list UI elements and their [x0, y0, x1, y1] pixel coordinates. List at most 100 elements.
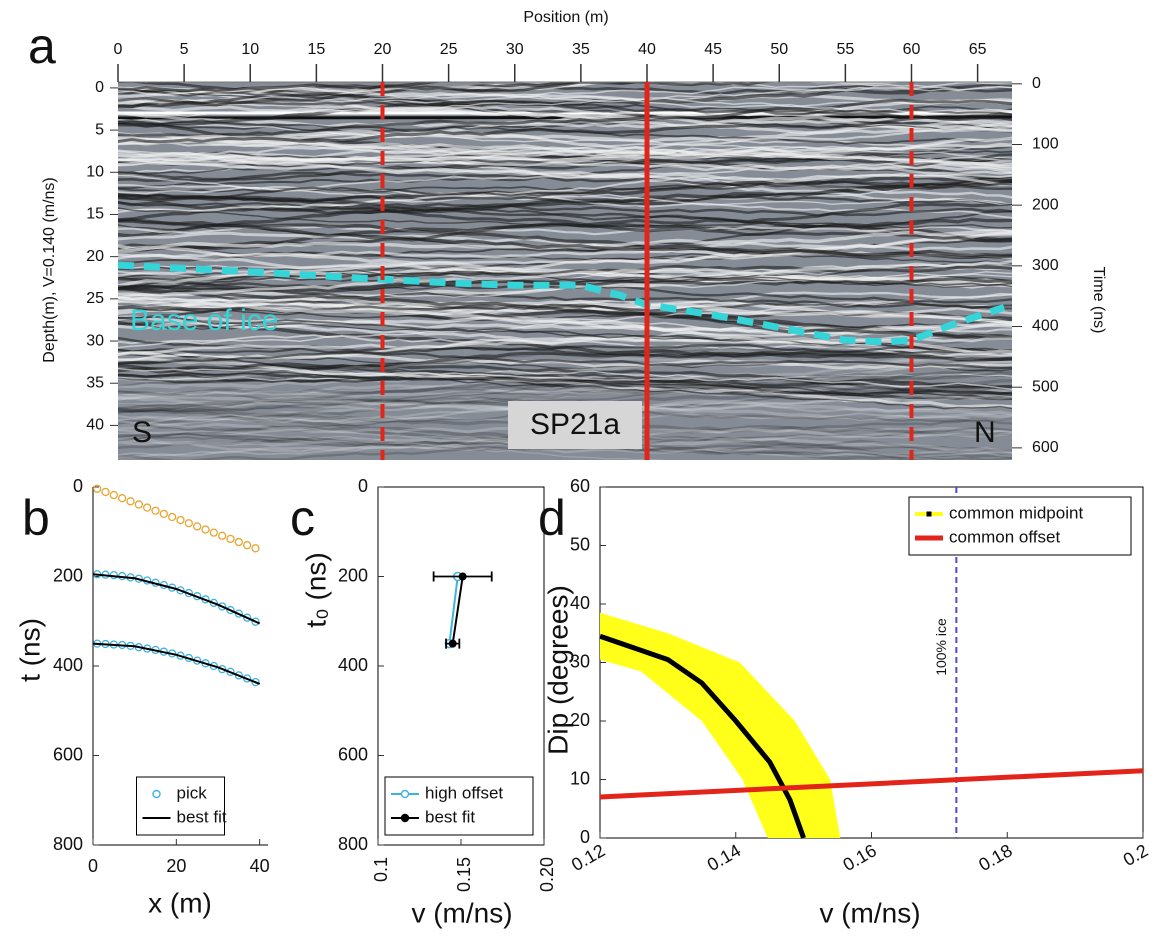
reflector: [118, 96, 1012, 122]
pick-marker: [109, 490, 118, 500]
y2-axis-label: Time (ns): [1090, 267, 1107, 334]
x-tick-label: 65: [969, 41, 987, 58]
y-tick-label: 0: [358, 476, 368, 496]
pick-marker: [193, 522, 202, 531]
pick-marker: [226, 605, 235, 615]
pick-marker: [209, 598, 218, 608]
y-tick-label: 800: [53, 834, 83, 854]
panel-letter: a: [28, 18, 56, 74]
reflector: [118, 145, 1012, 167]
reflector: [118, 180, 1012, 199]
pick-marker: [234, 537, 243, 547]
reflector: [118, 431, 667, 460]
series-line: [599, 633, 806, 839]
x-tick-label: 0: [114, 41, 123, 58]
reflector: [118, 337, 1012, 387]
reflector: [118, 90, 1012, 105]
y-tick-label: 600: [338, 744, 368, 764]
reflector: [118, 207, 1012, 229]
legend-label: high offset: [425, 783, 503, 802]
y-tick-label: 200: [338, 565, 368, 585]
x-tick-label: 20: [166, 856, 186, 876]
annotation-box: [508, 401, 642, 449]
y-axis-label: Depth(m), V=0.140 (m/ns): [41, 177, 58, 362]
y2-tick-label: 600: [1032, 439, 1059, 456]
reflector: [118, 82, 774, 93]
y-tick-label: 0: [580, 827, 590, 847]
reflector: [118, 305, 1012, 328]
y-tick-label: 15: [86, 206, 104, 223]
reflector: [118, 138, 1012, 169]
reflector: [118, 285, 1012, 310]
reflector: [118, 194, 1012, 217]
reflector: [118, 202, 1012, 254]
y-tick-label: 20: [86, 248, 104, 265]
pick-marker: [251, 617, 260, 626]
reflector: [118, 351, 1012, 369]
pick-marker: [134, 500, 143, 509]
x-tick-label: 30: [506, 41, 524, 58]
reflector: [118, 259, 1012, 300]
y-tick-label: 40: [86, 417, 104, 434]
y-tick-label: 50: [570, 534, 590, 554]
pick-marker: [251, 544, 260, 553]
series-line: [448, 576, 459, 644]
reflector: [118, 171, 1012, 191]
panel-letter: b: [22, 490, 50, 546]
y2-tick-label: 200: [1032, 196, 1059, 213]
y-axis-label: t (ns): [14, 618, 45, 682]
y-axis-label: t₀ (ns): [300, 552, 331, 627]
pick-marker: [209, 528, 218, 537]
y-tick-label: 25: [86, 290, 104, 307]
pick-marker: [118, 494, 127, 503]
pick-marker: [151, 506, 160, 515]
y-tick-label: 20: [570, 710, 590, 730]
annotation: SP21a: [530, 408, 620, 441]
line-label: Base of ice: [130, 304, 278, 337]
legend-swatch: [152, 789, 161, 799]
pick-marker: [251, 677, 260, 687]
vertical-line-label: 100% ice: [933, 618, 949, 676]
legend-label: common midpoint: [949, 503, 1083, 522]
y-tick-label: 35: [86, 374, 104, 391]
x-tick-label: 0.15: [454, 857, 474, 892]
reflector: [118, 86, 1012, 117]
reflector: [118, 157, 1012, 199]
reflector: [118, 156, 1012, 195]
legend-label: best fit: [177, 807, 227, 826]
x-tick-label: 0.20: [537, 857, 557, 892]
x-tick-label: 25: [440, 41, 458, 58]
y-tick-label: 10: [570, 768, 590, 788]
pick-marker: [184, 519, 193, 528]
reflector: [118, 219, 1012, 257]
pick-marker: [159, 509, 168, 518]
y-tick-label: 30: [570, 651, 590, 671]
y2-tick-label: 100: [1032, 136, 1059, 153]
annotation: S: [132, 416, 152, 449]
reflector: [118, 365, 1012, 425]
reflector: [118, 370, 1012, 381]
pick-marker: [143, 503, 152, 512]
reflector: [118, 112, 1012, 144]
reflector: [118, 370, 1012, 413]
reflector: [118, 382, 1012, 397]
pick-marker: [218, 664, 227, 674]
x-tick-label: 10: [241, 41, 259, 58]
pick-marker: [201, 525, 210, 534]
pick-marker: [176, 586, 185, 595]
reflector: [118, 351, 1012, 373]
reflector: [118, 150, 1012, 175]
series-line: [599, 768, 1144, 800]
y-tick-label: 0: [73, 476, 83, 496]
reflector: [118, 346, 1012, 359]
x-tick-label: 15: [307, 41, 325, 58]
reflector: [118, 371, 1012, 411]
reflector: [118, 180, 1012, 193]
x-tick-label: 0: [88, 856, 98, 876]
pick-marker: [243, 613, 252, 622]
reflector: [118, 82, 1012, 105]
reflector: [118, 127, 1012, 158]
y-tick-label: 10: [86, 164, 104, 181]
y-tick-label: 200: [53, 565, 83, 585]
y2-tick-label: 300: [1032, 257, 1059, 274]
